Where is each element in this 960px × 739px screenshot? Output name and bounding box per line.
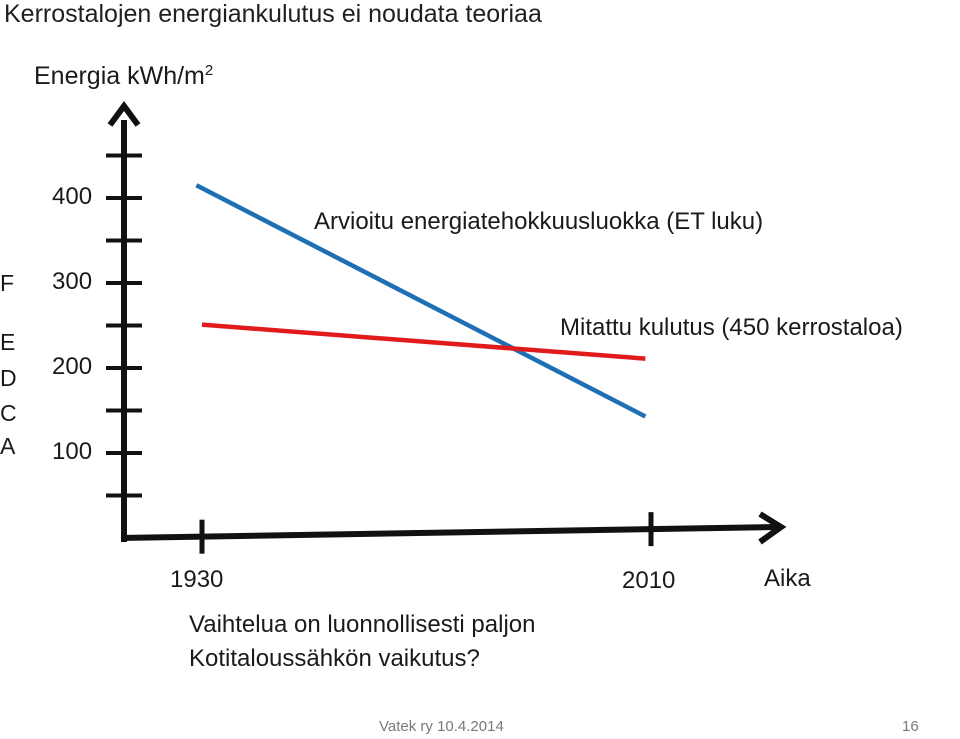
energy-class-a: A — [0, 433, 16, 459]
series-label-measured: Mitattu kulutus (450 kerrostaloa) — [560, 314, 903, 341]
slide-title: Kerrostalojen energiankulutus ei noudata… — [4, 0, 542, 28]
note-line-1: Vaihtelua on luonnollisesti paljon — [189, 611, 536, 638]
energy-class-c: C — [0, 400, 17, 426]
y-tick-label-200: 200 — [52, 353, 93, 380]
energy-class-e: E — [0, 329, 16, 355]
x-axis-line — [120, 524, 779, 541]
x-tick-label-2010: 2010 — [622, 567, 676, 594]
note-line-2: Kotitaloussähkön vaikutus? — [189, 645, 480, 672]
x-axis-arrow — [758, 511, 787, 545]
x-axis-label: Aika — [764, 565, 811, 592]
x-tick-label-1930: 1930 — [170, 566, 224, 593]
y-tick-label-100: 100 — [52, 438, 93, 465]
y-axis-arrow — [107, 100, 141, 127]
y-axis-label: Energia kWh/m2 — [34, 62, 214, 90]
y-tick-label-300: 300 — [52, 268, 93, 295]
y-tick-label-400: 400 — [52, 183, 93, 210]
footer-organization: Vatek ry 10.4.2014 — [379, 718, 504, 735]
series-line-measured — [201, 322, 646, 361]
energy-class-f: F — [0, 270, 15, 296]
series-label-estimated: Arvioitu energiatehokkuusluokka (ET luku… — [314, 208, 764, 235]
page-number: 16 — [902, 718, 919, 735]
energy-class-d: D — [0, 365, 17, 391]
series-line-estimated — [195, 183, 647, 419]
